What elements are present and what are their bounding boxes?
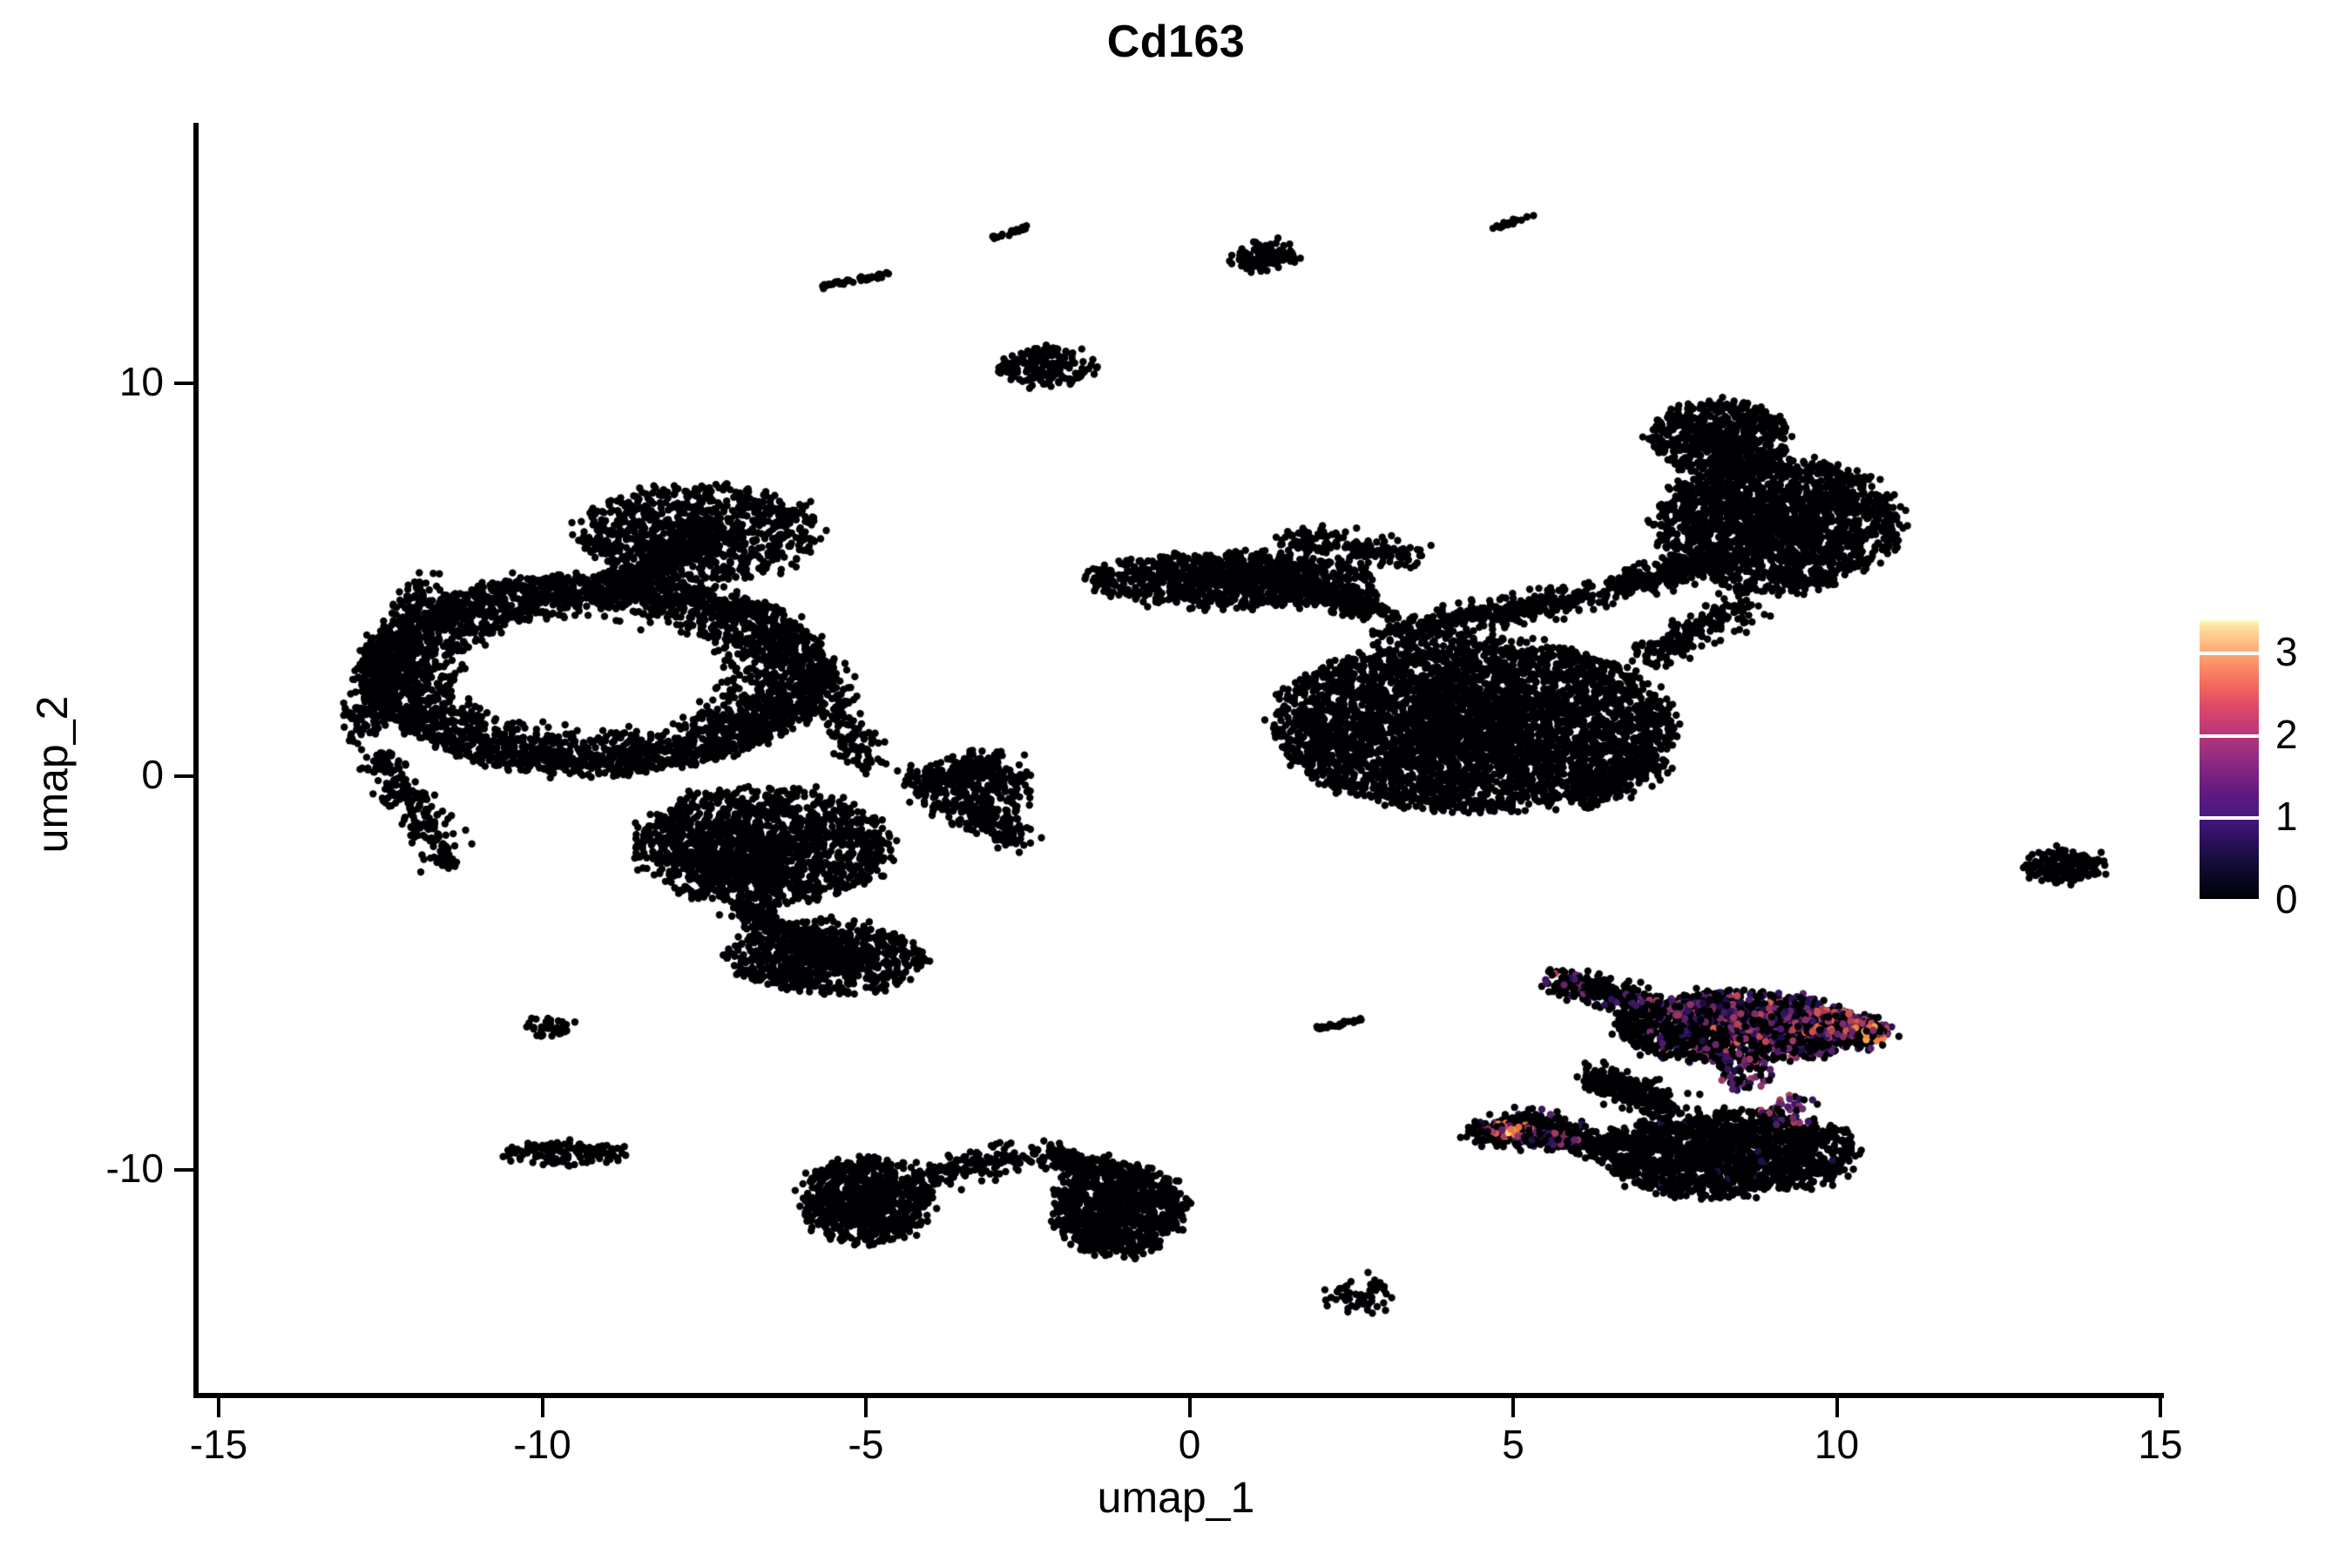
x-tick-label: 0 xyxy=(1178,1422,1201,1467)
x-tick-label: -15 xyxy=(189,1422,248,1467)
x-tick-mark xyxy=(864,1398,868,1417)
x-tick-label: 10 xyxy=(1814,1422,1860,1467)
y-tick-mark xyxy=(174,381,193,385)
colorbar-tick-label: 1 xyxy=(2275,794,2298,840)
colorbar-tick-label: 0 xyxy=(2275,876,2298,922)
colorbar-tick-mark xyxy=(2200,816,2259,821)
y-tick-label: 0 xyxy=(141,752,164,797)
x-axis-label: umap_1 xyxy=(1097,1473,1255,1522)
y-tick-mark xyxy=(174,1167,193,1172)
colorbar-tick-label: 3 xyxy=(2275,628,2298,674)
x-tick-label: 5 xyxy=(1502,1422,1524,1467)
y-tick-mark xyxy=(174,774,193,778)
x-tick-mark xyxy=(1187,1398,1192,1417)
x-tick-mark xyxy=(217,1398,220,1417)
x-tick-mark xyxy=(540,1398,544,1417)
x-tick-mark xyxy=(1835,1398,1839,1417)
colorbar-gradient xyxy=(2200,620,2259,901)
y-axis-label: umap_2 xyxy=(28,695,77,854)
x-tick-label: -5 xyxy=(848,1422,884,1467)
y-tick-label: -10 xyxy=(105,1145,164,1191)
x-tick-mark xyxy=(1511,1398,1515,1417)
y-tick-label: 10 xyxy=(118,358,164,404)
colorbar-tick-label: 2 xyxy=(2275,711,2298,757)
colorbar-tick-mark xyxy=(2200,733,2259,738)
x-axis-line xyxy=(193,1393,2164,1398)
x-tick-label: -10 xyxy=(513,1422,571,1467)
y-axis-line xyxy=(193,123,199,1398)
colorbar-tick-mark xyxy=(2200,899,2259,902)
x-tick-label: 15 xyxy=(2138,1422,2183,1467)
colorbar-tick-mark xyxy=(2200,651,2259,655)
x-tick-mark xyxy=(2159,1398,2162,1417)
